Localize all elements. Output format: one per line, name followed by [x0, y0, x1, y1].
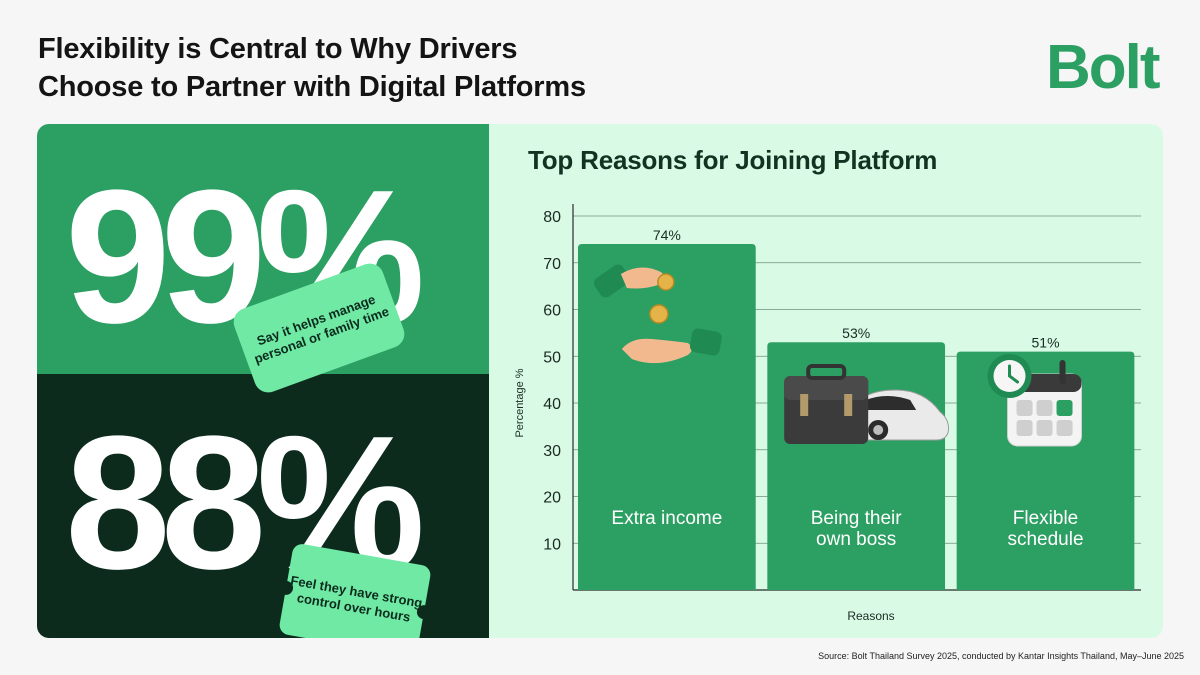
- y-tick-label: 20: [543, 490, 561, 507]
- stats-panel: 99% 88% Say it helps manage personal or …: [37, 124, 489, 638]
- data-label: 51%: [1032, 335, 1060, 351]
- y-tick-label: 60: [543, 303, 561, 320]
- y-tick-label: 50: [543, 349, 561, 366]
- category-label: Flexible: [1013, 508, 1078, 529]
- page-title-line-2: Choose to Partner with Digital Platforms: [38, 71, 586, 103]
- bolt-logo-text: Bolt: [1046, 36, 1160, 102]
- stat-card-personal-time: 99%: [37, 124, 489, 381]
- x-axis-label: Reasons: [847, 609, 894, 623]
- y-tick-label: 40: [543, 396, 561, 413]
- category-label: own boss: [816, 529, 896, 550]
- y-axis-label: Percentage %: [514, 368, 526, 437]
- page-title-line-1: Flexibility is Central to Why Drivers: [38, 33, 518, 65]
- category-label: Being their: [811, 508, 903, 529]
- y-tick-label: 80: [543, 209, 561, 226]
- data-label: 74%: [653, 227, 681, 243]
- bar-chart: 10 20 30 40 50 60 70 80 Percentage % Reasons 74% Ex…: [514, 204, 1141, 623]
- data-label: 53%: [842, 325, 870, 341]
- bar: [578, 244, 756, 591]
- money-hands-icon: [593, 264, 722, 364]
- stat-caption: Feel they have strong control over hours: [289, 572, 424, 625]
- category-label: Extra income: [611, 508, 722, 529]
- y-tick-label: 70: [543, 256, 561, 273]
- y-tick-label: 10: [543, 536, 561, 553]
- page-title: Flexibility is Central to Why Drivers Ch…: [38, 30, 586, 106]
- bolt-logo: Bolt: [1046, 36, 1162, 102]
- clock-calendar-icon: [987, 354, 1083, 447]
- briefcase-car-icon: [784, 364, 949, 444]
- y-tick-label: 30: [543, 443, 561, 460]
- source-note: Source: Bolt Thailand Survey 2025, condu…: [818, 651, 1184, 661]
- bar: [956, 351, 1135, 590]
- chart-title: Top Reasons for Joining Platform: [528, 145, 938, 175]
- category-label: schedule: [1007, 529, 1083, 550]
